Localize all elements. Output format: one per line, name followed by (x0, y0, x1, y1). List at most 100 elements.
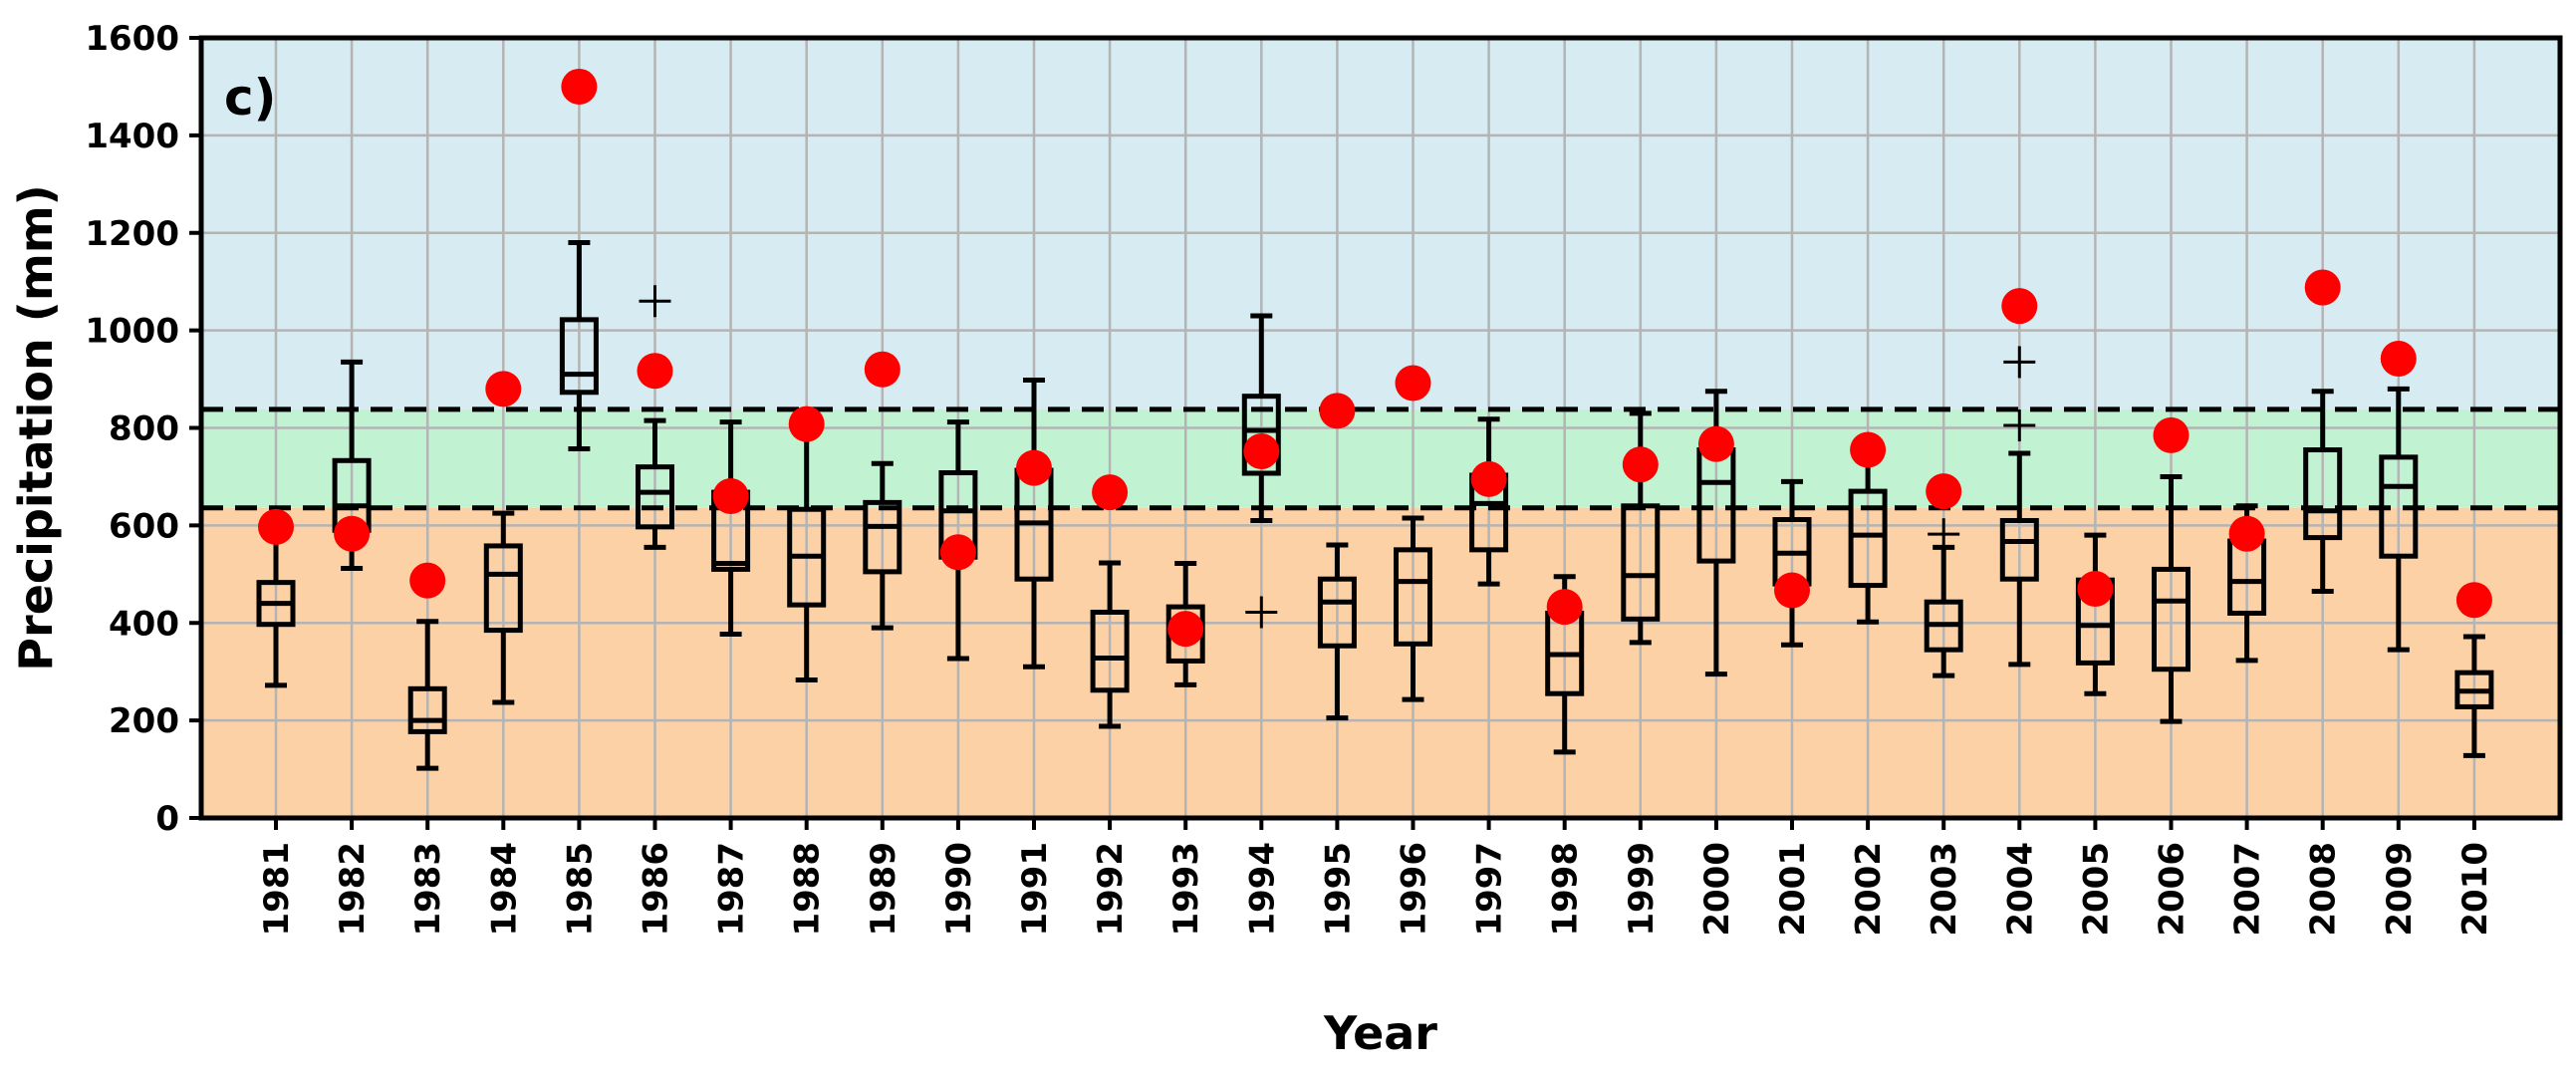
panel-label: c) (224, 69, 277, 127)
y-tick-label: 1200 (85, 214, 179, 254)
box-2001 (1772, 478, 1812, 648)
box-2006 (2152, 473, 2190, 724)
observed-point-1993 (1167, 611, 1204, 648)
iqr-box (1317, 576, 1357, 649)
observed-point-1995 (1319, 393, 1356, 429)
x-axis-title: Year (1323, 1006, 1437, 1060)
x-tick-label: 2008 (2304, 842, 2344, 937)
observed-point-2008 (2304, 269, 2341, 306)
zone-band-1 (201, 408, 2560, 508)
x-tick-label: 2006 (2153, 842, 2192, 937)
y-axis-ticks: 0 200 400 600 800 1000 1200 1400 1600 (85, 19, 201, 839)
x-tick-label: 1997 (1470, 842, 1510, 937)
observed-point-2000 (1697, 425, 1734, 462)
x-tick-label: 2010 (2455, 842, 2495, 937)
x-tick-label: 1986 (637, 842, 676, 937)
x-tick-label: 1981 (257, 842, 297, 937)
iqr-box (636, 464, 674, 530)
iqr-box (1848, 488, 1888, 589)
observed-point-1997 (1470, 460, 1507, 497)
box-2003 (1924, 518, 1963, 678)
x-tick-label: 2005 (2076, 842, 2116, 937)
y-tick-label: 1000 (85, 312, 179, 352)
observed-point-2006 (2153, 416, 2190, 453)
observed-point-1999 (1622, 446, 1659, 483)
y-tick-label: 400 (109, 604, 179, 644)
iqr-box (1621, 503, 1661, 622)
x-tick-label: 1988 (788, 842, 828, 937)
y-tick-label: 200 (109, 701, 179, 741)
y-tick-label: 1600 (85, 19, 179, 59)
observed-point-1984 (485, 371, 522, 407)
x-tick-label: 1982 (333, 842, 373, 937)
observed-point-2001 (1774, 572, 1810, 609)
iqr-box (559, 317, 599, 396)
box-1986 (636, 285, 674, 550)
y-axis-title: Precipitation (mm) (9, 184, 63, 671)
iqr-box (407, 685, 447, 734)
iqr-box (2152, 566, 2190, 672)
iqr-box (1999, 517, 2039, 582)
y-tick-label: 600 (109, 506, 179, 546)
box-1994 (1241, 313, 1281, 629)
iqr-box (2303, 447, 2343, 541)
y-tick-label: 1400 (85, 117, 179, 156)
iqr-box (2379, 454, 2419, 559)
box-2008 (2303, 389, 2343, 594)
y-tick-label: 0 (155, 799, 179, 839)
observed-point-2007 (2228, 515, 2265, 552)
observed-point-2009 (2380, 341, 2417, 378)
x-tick-label: 1998 (1546, 842, 1586, 937)
iqr-box (1241, 394, 1281, 476)
box-2009 (2379, 386, 2419, 653)
box-1996 (1394, 515, 1432, 702)
observed-point-1994 (1243, 432, 1280, 469)
observed-point-1991 (1016, 449, 1052, 486)
observed-point-1987 (712, 478, 749, 515)
iqr-box (863, 499, 902, 575)
observed-point-2002 (1850, 431, 1887, 468)
x-tick-label: 1989 (864, 842, 903, 937)
observed-point-2003 (1926, 473, 1962, 510)
observed-points-series (258, 68, 2492, 648)
box-2000 (1696, 389, 1736, 677)
x-tick-label: 1992 (1091, 842, 1131, 937)
x-tick-label: 1990 (939, 842, 979, 937)
observed-point-1998 (1546, 589, 1583, 626)
x-tick-label: 1994 (1242, 842, 1282, 937)
box-1983 (407, 619, 447, 771)
x-tick-label: 1985 (560, 842, 600, 937)
y-tick-label: 800 (109, 409, 179, 449)
observed-point-1988 (788, 405, 825, 442)
x-tick-label: 2004 (2000, 842, 2040, 937)
x-tick-label: 1993 (1166, 842, 1206, 937)
box-2004 (1999, 346, 2039, 668)
x-tick-label: 1984 (484, 842, 524, 937)
x-tick-label: 1987 (712, 842, 752, 937)
iqr-box (1090, 609, 1130, 693)
x-tick-label: 1996 (1395, 842, 1434, 937)
observed-point-1989 (864, 351, 901, 388)
x-tick-label: 2009 (2380, 842, 2420, 937)
x-tick-label: 2007 (2228, 842, 2268, 937)
box-1995 (1317, 542, 1357, 721)
x-tick-label: 1995 (1318, 842, 1358, 937)
x-tick-label: 2002 (1849, 842, 1889, 937)
iqr-box (1394, 547, 1432, 647)
box-1992 (1090, 560, 1130, 729)
observed-point-2010 (2455, 582, 2492, 619)
x-tick-label: 2001 (1773, 842, 1813, 937)
x-tick-label: 1983 (408, 842, 448, 937)
zone-band-2 (201, 38, 2560, 409)
observed-point-1992 (1092, 474, 1129, 511)
x-tick-label: 1991 (1015, 842, 1055, 937)
box-2005 (2075, 532, 2115, 696)
observed-point-1983 (409, 562, 446, 599)
x-tick-label: 2000 (1697, 842, 1737, 937)
observed-point-1982 (334, 515, 371, 552)
x-axis-ticks: 1981 1982 1983 1984 1985 1986 1987 1988 1989 1990… (257, 818, 2495, 937)
observed-point-1996 (1395, 365, 1431, 402)
x-tick-label: 2003 (1925, 842, 1964, 937)
observed-point-2004 (2001, 288, 2038, 325)
observed-point-1990 (939, 534, 976, 571)
